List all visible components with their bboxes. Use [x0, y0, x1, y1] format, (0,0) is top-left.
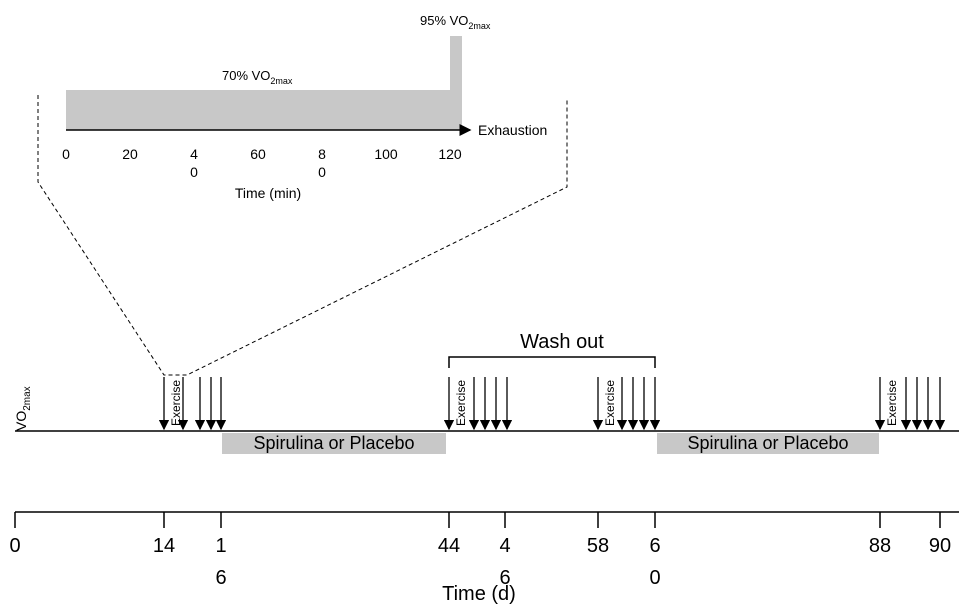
y-label: VO2max	[13, 386, 33, 431]
exercise-label: Exercise	[603, 380, 617, 426]
treatment-label: Spirulina or Placebo	[253, 433, 415, 453]
base-label: 70% VO2max	[222, 68, 293, 86]
treatment-label: Spirulina or Placebo	[687, 433, 849, 453]
inset-tick-label: 40	[190, 146, 198, 180]
inset-axis-title: Time (min)	[235, 185, 301, 201]
time-tick-label: 44	[437, 535, 461, 557]
time-tick-label: 46	[499, 535, 511, 589]
end-label: Exhaustion	[478, 122, 547, 138]
exercise-label: Exercise	[454, 380, 468, 426]
time-tick-label: 0	[9, 535, 21, 557]
inset-tick-label: 80	[318, 146, 326, 180]
peak-bar	[450, 36, 462, 130]
inset-tick-label: 100	[374, 146, 398, 162]
exercise-label: Exercise	[169, 380, 183, 426]
peak-label: 95% VO2max	[420, 13, 491, 31]
washout-label: Wash out	[520, 331, 604, 353]
treatment-box	[222, 433, 446, 454]
washout-bracket	[448, 356, 656, 368]
inset-tick-label: 60	[250, 146, 266, 162]
time-tick-label: 14	[152, 535, 176, 557]
inset-tick-label: 120	[438, 146, 462, 162]
zoom-lines	[37, 95, 568, 376]
treatment-box	[657, 433, 879, 454]
base-bar	[66, 90, 450, 130]
time-tick-label: 88	[868, 535, 892, 557]
inset-tick-label: 0	[62, 146, 70, 162]
time-tick-label: 58	[586, 535, 610, 557]
time-tick-label: 60	[649, 535, 661, 589]
time-axis-title: Time (d)	[442, 583, 516, 605]
time-tick-label: 16	[215, 535, 227, 589]
time-tick-label: 90	[928, 535, 952, 557]
inset-tick-label: 20	[122, 146, 138, 162]
exercise-label: Exercise	[885, 380, 899, 426]
